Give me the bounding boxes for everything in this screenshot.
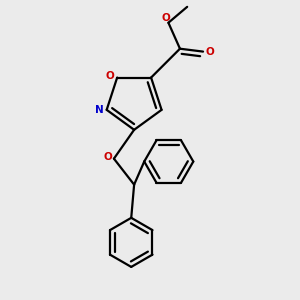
- Text: O: O: [161, 14, 170, 23]
- Text: N: N: [95, 105, 104, 115]
- Text: O: O: [103, 152, 112, 162]
- Text: O: O: [206, 46, 214, 57]
- Text: O: O: [106, 71, 114, 81]
